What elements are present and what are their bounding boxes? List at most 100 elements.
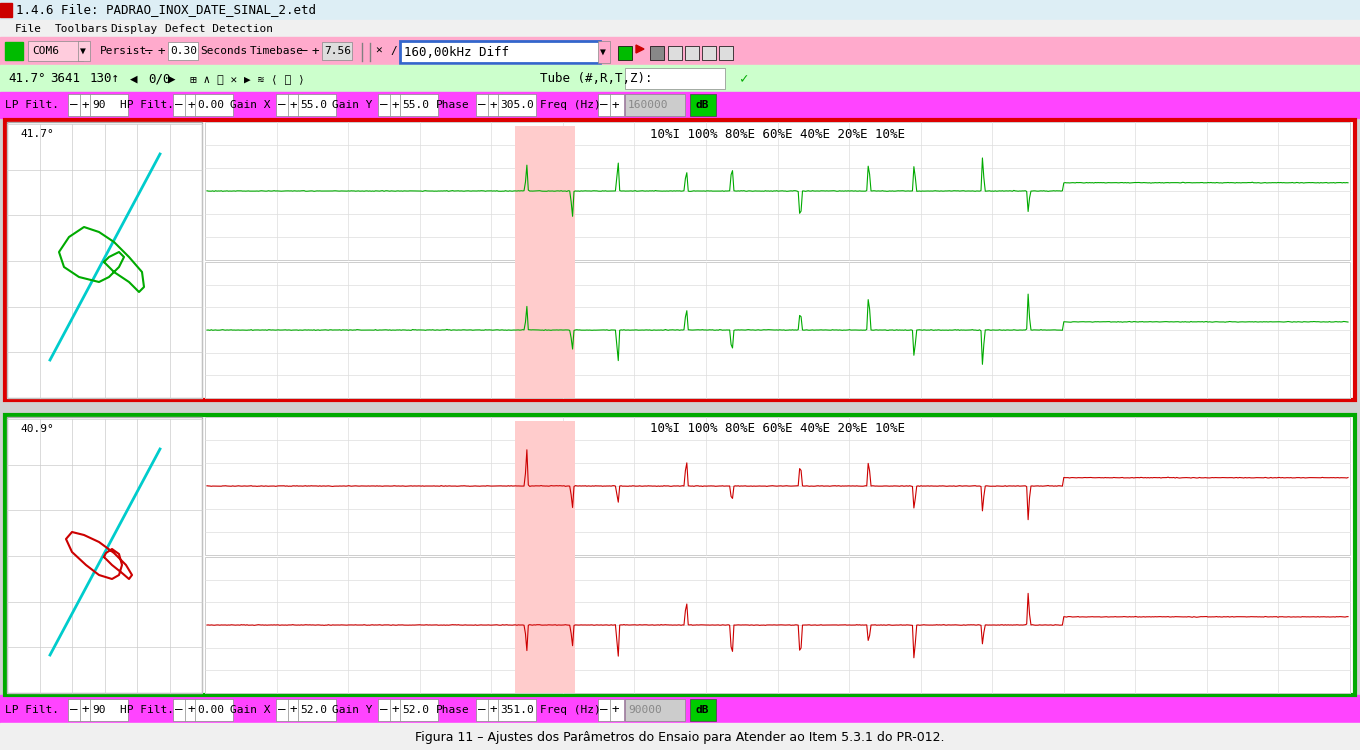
Text: —: — <box>600 704 608 716</box>
Bar <box>68 699 82 721</box>
Bar <box>0 695 1360 723</box>
Text: ▼: ▼ <box>600 47 605 57</box>
Text: 0/0: 0/0 <box>148 73 170 86</box>
Text: —: — <box>600 98 608 112</box>
Text: +: + <box>392 704 400 716</box>
Text: 10%I 100% 80%E 60%E 40%E 20%E 10%E: 10%I 100% 80%E 60%E 40%E 20%E 10%E <box>650 422 904 436</box>
Text: 90000: 90000 <box>628 705 662 715</box>
Text: 3641: 3641 <box>50 73 80 86</box>
Text: +: + <box>490 98 498 112</box>
Text: +: + <box>290 98 298 112</box>
Bar <box>0 92 1360 118</box>
Text: LP Filt.: LP Filt. <box>5 705 58 715</box>
Bar <box>685 46 699 60</box>
Bar <box>668 46 681 60</box>
Bar <box>7 417 203 693</box>
Text: Phase: Phase <box>437 100 469 110</box>
Bar <box>0 20 1360 37</box>
Text: 40.9°: 40.9° <box>20 424 54 434</box>
Bar <box>626 94 685 116</box>
Bar <box>194 94 233 116</box>
Bar <box>650 46 664 60</box>
Bar <box>298 94 336 116</box>
Text: —: — <box>69 704 78 716</box>
Text: +: + <box>290 704 298 716</box>
Text: Timebase: Timebase <box>250 46 305 56</box>
Bar <box>205 262 1350 398</box>
Text: Display: Display <box>110 24 158 34</box>
Text: Gain X: Gain X <box>230 705 271 715</box>
Text: ✓: ✓ <box>740 72 748 86</box>
Text: —: — <box>301 44 307 58</box>
Text: —: — <box>146 44 152 58</box>
Text: 351.0: 351.0 <box>500 705 533 715</box>
Bar <box>598 699 612 721</box>
Bar <box>288 699 302 721</box>
Text: Gain X: Gain X <box>230 100 271 110</box>
Text: +: + <box>158 44 166 58</box>
Bar <box>298 699 336 721</box>
Text: ✕: ✕ <box>375 46 382 56</box>
Bar <box>0 0 1360 20</box>
Bar <box>0 37 1360 65</box>
Bar <box>719 46 733 60</box>
Text: 41.7°: 41.7° <box>20 129 54 139</box>
Text: —: — <box>69 98 78 112</box>
Bar <box>205 122 1350 260</box>
Text: +: + <box>612 704 620 716</box>
Text: +: + <box>311 44 320 58</box>
Bar <box>90 699 128 721</box>
Bar <box>400 699 438 721</box>
Text: +: + <box>82 98 90 112</box>
Bar <box>378 94 392 116</box>
Bar <box>185 699 199 721</box>
Text: Freq (Hz): Freq (Hz) <box>540 100 601 110</box>
Text: 7.56: 7.56 <box>324 46 351 56</box>
Text: +: + <box>490 704 498 716</box>
Text: 0.00: 0.00 <box>197 100 224 110</box>
Text: —: — <box>277 704 286 716</box>
Bar <box>5 120 1355 400</box>
Text: Defect Detection: Defect Detection <box>165 24 273 34</box>
Bar <box>185 94 199 116</box>
Bar <box>498 94 536 116</box>
Text: —: — <box>477 704 486 716</box>
Bar <box>276 94 290 116</box>
Bar <box>0 65 1360 92</box>
Bar <box>378 699 392 721</box>
Text: —: — <box>477 98 486 112</box>
Text: Figura 11 – Ajustes dos Parâmetros do Ensaio para Atender ao Item 5.3.1 do PR-01: Figura 11 – Ajustes dos Parâmetros do En… <box>415 730 945 743</box>
Bar <box>611 94 624 116</box>
Text: 55.0: 55.0 <box>301 100 326 110</box>
Bar <box>598 41 611 63</box>
Text: COM6: COM6 <box>33 46 58 56</box>
Bar <box>80 94 94 116</box>
Text: 305.0: 305.0 <box>500 100 533 110</box>
Bar <box>390 699 404 721</box>
Text: File: File <box>15 24 42 34</box>
Text: 130↑: 130↑ <box>90 73 120 86</box>
Text: HP Filt.: HP Filt. <box>120 100 174 110</box>
Bar <box>288 94 302 116</box>
Polygon shape <box>636 45 645 53</box>
Text: 41.7°: 41.7° <box>8 73 45 86</box>
Text: —: — <box>175 704 182 716</box>
Bar <box>476 94 490 116</box>
Text: Gain Y: Gain Y <box>332 705 373 715</box>
Bar <box>5 42 23 60</box>
Text: Tube (#,R,T,Z):: Tube (#,R,T,Z): <box>540 73 653 86</box>
Bar <box>173 699 188 721</box>
Text: 160000: 160000 <box>628 100 669 110</box>
Bar <box>90 94 128 116</box>
Text: /: / <box>390 46 397 56</box>
Text: 10%I 100% 80%E 60%E 40%E 20%E 10%E: 10%I 100% 80%E 60%E 40%E 20%E 10%E <box>650 128 904 140</box>
Bar <box>194 699 233 721</box>
Bar <box>0 723 1360 750</box>
Text: 52.0: 52.0 <box>403 705 428 715</box>
Text: ▼: ▼ <box>80 46 86 56</box>
Text: +: + <box>392 98 400 112</box>
Bar <box>617 46 632 60</box>
Bar <box>322 42 352 60</box>
Text: 52.0: 52.0 <box>301 705 326 715</box>
Bar <box>515 421 575 693</box>
